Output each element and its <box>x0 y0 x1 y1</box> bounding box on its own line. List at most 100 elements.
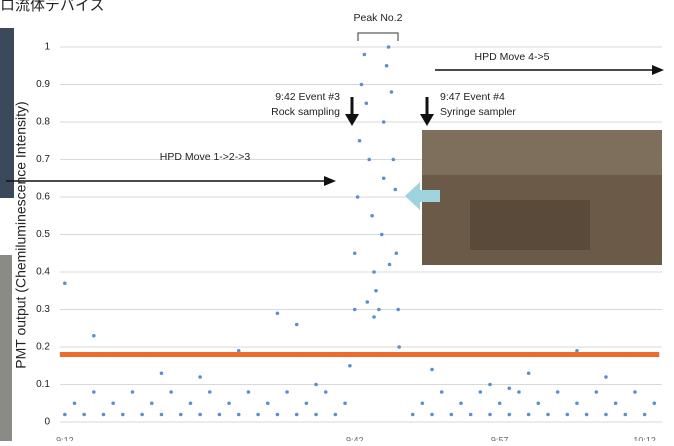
point <box>381 176 386 181</box>
point <box>575 348 579 353</box>
point <box>108 352 119 357</box>
point <box>178 412 183 417</box>
point <box>111 401 115 406</box>
point <box>330 352 341 357</box>
point <box>391 157 396 162</box>
point <box>291 352 302 357</box>
point <box>394 251 399 256</box>
point <box>236 412 241 417</box>
point <box>407 352 418 357</box>
point <box>388 352 399 357</box>
x-tick-label: 9:42 <box>346 435 364 441</box>
point <box>233 352 244 357</box>
point <box>420 401 425 406</box>
point <box>430 412 434 417</box>
point <box>253 352 264 357</box>
point <box>639 352 650 357</box>
point <box>72 401 77 406</box>
point <box>340 352 351 357</box>
pointer-arrow <box>405 182 440 210</box>
annotation: Peak No.2 <box>353 12 402 24</box>
x-tick-label: 9:12 <box>56 435 74 441</box>
point <box>149 401 154 406</box>
point <box>555 390 560 394</box>
point <box>224 352 235 357</box>
point <box>465 352 476 357</box>
point <box>364 101 369 106</box>
x-tick-label: 9:57 <box>491 435 509 441</box>
point <box>430 367 434 372</box>
point <box>507 386 512 391</box>
point <box>227 401 231 406</box>
y-tick-label: 0.4 <box>36 267 50 278</box>
point <box>243 352 254 357</box>
point <box>311 352 322 357</box>
point <box>439 390 444 394</box>
point <box>127 352 138 357</box>
point <box>581 352 592 357</box>
point <box>185 352 196 357</box>
y-tick-label: 0.9 <box>36 79 50 90</box>
point <box>265 401 270 406</box>
point <box>459 401 463 406</box>
point <box>456 352 467 357</box>
photo-fragment <box>0 28 14 198</box>
point <box>272 352 283 357</box>
point <box>69 352 80 357</box>
point <box>397 345 401 349</box>
annotation: HPD Move 4->5 <box>475 51 550 63</box>
point <box>314 412 318 417</box>
point <box>604 412 608 417</box>
x-tick-label: 10:12 <box>633 435 656 441</box>
point <box>301 352 312 357</box>
point <box>610 352 621 357</box>
point <box>565 412 570 417</box>
point <box>343 401 347 406</box>
point <box>594 390 599 394</box>
point <box>393 187 398 192</box>
y-axis-title: PMT output (Chemiluminescence Intensity) <box>13 101 29 368</box>
point <box>166 352 177 357</box>
point <box>63 281 67 286</box>
point <box>159 371 164 376</box>
bracket <box>357 32 399 41</box>
point <box>79 352 90 357</box>
point <box>175 352 186 357</box>
point <box>349 352 360 357</box>
point <box>146 352 157 357</box>
point <box>352 251 357 256</box>
point <box>63 412 67 417</box>
point <box>98 352 109 357</box>
point <box>236 348 241 353</box>
point <box>374 288 378 293</box>
point <box>526 412 531 417</box>
point <box>620 352 631 357</box>
annotation: Rock sampling <box>271 106 340 118</box>
point <box>562 352 573 357</box>
point <box>377 307 381 312</box>
point <box>246 390 251 394</box>
point <box>381 120 386 124</box>
point <box>320 352 331 357</box>
point <box>359 352 370 357</box>
y-tick-label: 0.5 <box>36 229 50 240</box>
point <box>379 232 384 237</box>
point <box>488 412 492 417</box>
y-tick-label: 0.2 <box>36 342 50 353</box>
point <box>629 352 640 357</box>
point <box>333 412 338 417</box>
point <box>378 352 389 357</box>
point <box>475 352 486 357</box>
point <box>188 401 193 406</box>
point <box>156 352 167 357</box>
point <box>488 382 492 387</box>
photo-fragment <box>0 255 12 441</box>
point <box>359 82 364 87</box>
point <box>355 195 360 199</box>
point <box>396 307 401 312</box>
point <box>294 322 299 327</box>
annotation: HPD Move 1->2->3 <box>160 151 251 163</box>
point <box>323 390 328 394</box>
point <box>533 352 544 357</box>
